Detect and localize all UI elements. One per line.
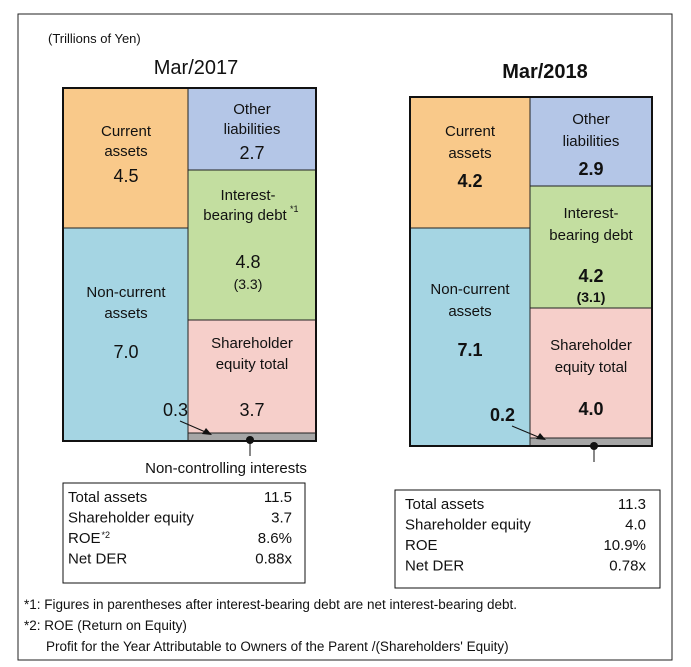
table-box bbox=[394, 489, 661, 589]
panel-title: Mar/2018 bbox=[502, 61, 588, 83]
value: 3.7 bbox=[239, 400, 264, 420]
row-label: ROE bbox=[405, 537, 438, 554]
row-value: 0.88x bbox=[255, 551, 292, 568]
label: Other bbox=[233, 101, 271, 118]
note: *2 bbox=[102, 530, 111, 540]
shareholder-equity bbox=[529, 307, 653, 439]
row-label: Shareholder equity bbox=[68, 510, 194, 527]
value: 4.2 bbox=[578, 266, 603, 286]
other-liabilities bbox=[529, 96, 653, 187]
label: bearing debt bbox=[549, 227, 633, 244]
label: Current bbox=[445, 123, 496, 140]
panel-title: Mar/2017 bbox=[154, 57, 239, 79]
label: Non-controlling interests bbox=[145, 460, 307, 477]
value: 4.8 bbox=[235, 252, 260, 272]
value: 0.2 bbox=[490, 405, 515, 425]
label: Current bbox=[101, 123, 152, 140]
label: Interest- bbox=[563, 205, 618, 222]
row-label: Shareholder equity bbox=[405, 517, 531, 534]
value: 4.0 bbox=[578, 399, 603, 419]
row-value: 3.7 bbox=[271, 510, 292, 527]
label: bearing debt bbox=[203, 207, 287, 224]
row-label: Net DER bbox=[405, 558, 464, 575]
column-border bbox=[409, 96, 653, 447]
table-box bbox=[62, 482, 306, 584]
label: liabilities bbox=[563, 133, 620, 150]
value: 0.3 bbox=[163, 400, 188, 420]
value: 4.2 bbox=[457, 171, 482, 191]
value: 2.9 bbox=[578, 159, 603, 179]
row-label: Total assets bbox=[405, 496, 484, 513]
net-value: (3.3) bbox=[234, 276, 263, 292]
label: equity total bbox=[555, 359, 628, 376]
label: Other bbox=[572, 111, 610, 128]
value: 4.5 bbox=[113, 166, 138, 186]
row-value: 11.3 bbox=[618, 496, 646, 513]
non-current-assets bbox=[409, 227, 531, 447]
row-label: Total assets bbox=[68, 489, 147, 506]
label: Shareholder bbox=[211, 335, 293, 352]
footnote: Profit for the Year Attributable to Owne… bbox=[46, 639, 509, 654]
label: Non-current bbox=[430, 281, 510, 298]
column-border bbox=[62, 87, 317, 442]
row-label: ROE bbox=[68, 530, 101, 547]
footnote: *1: Figures in parentheses after interes… bbox=[24, 597, 517, 612]
value: 2.7 bbox=[239, 143, 264, 163]
label: assets bbox=[104, 305, 147, 322]
row-value: 8.6% bbox=[258, 530, 292, 547]
label: Shareholder bbox=[550, 337, 632, 354]
row-value: 11.5 bbox=[264, 489, 292, 506]
arrowhead bbox=[536, 433, 546, 440]
label: assets bbox=[104, 143, 147, 160]
interest-bearing-debt bbox=[187, 169, 317, 321]
current-assets bbox=[409, 96, 531, 229]
label: assets bbox=[448, 303, 491, 320]
row-value: 10.9% bbox=[603, 537, 646, 554]
arrowhead bbox=[202, 428, 212, 435]
label: liabilities bbox=[224, 121, 281, 138]
label: equity total bbox=[216, 356, 289, 373]
label: assets bbox=[448, 145, 491, 162]
label: Interest- bbox=[220, 187, 275, 204]
unit: (Trillions of Yen) bbox=[48, 31, 141, 46]
net-value: (3.1) bbox=[577, 289, 606, 305]
row-value: 0.78x bbox=[609, 558, 646, 575]
non-current-assets bbox=[62, 227, 189, 442]
row-label: Net DER bbox=[68, 551, 127, 568]
value: 7.0 bbox=[113, 342, 138, 362]
note: *1 bbox=[290, 204, 299, 214]
value: 7.1 bbox=[457, 340, 482, 360]
row-value: 4.0 bbox=[625, 517, 646, 534]
frame bbox=[17, 13, 673, 661]
label: Non-current bbox=[86, 284, 166, 301]
footnote: *2: ROE (Return on Equity) bbox=[24, 618, 187, 633]
